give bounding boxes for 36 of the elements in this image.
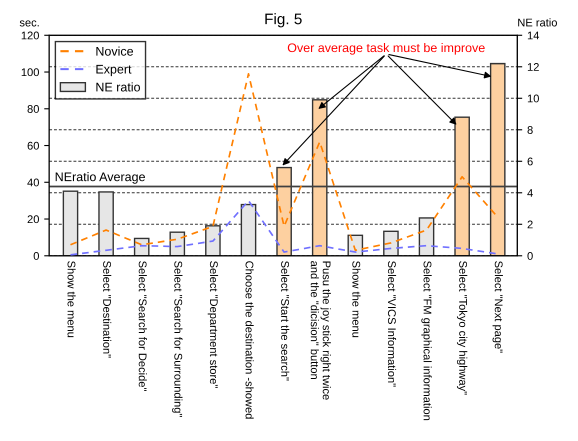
y-tick-label: 60 xyxy=(28,142,39,150)
x-tick-label: Show the menu xyxy=(68,261,76,338)
x-tick-label: Show the menu xyxy=(352,261,360,338)
y-tick-label: 80 xyxy=(28,105,39,113)
legend-label: Expert xyxy=(96,64,132,76)
y-tick-label: 20 xyxy=(28,215,39,224)
chart-title: Fig. 5 xyxy=(265,13,302,28)
y2-tick-label: 2 xyxy=(528,220,533,228)
y2-tick-label: 10 xyxy=(528,94,539,102)
x-tick-label: Select "Next page" xyxy=(492,261,503,353)
y2-tick-label: 6 xyxy=(528,158,533,166)
y2-tick-label: 0 xyxy=(527,252,533,260)
y2-tick-label: 4 xyxy=(527,189,533,197)
y2-tick-label: 14 xyxy=(528,32,540,40)
x-tick-label: Choose the destination -showed xyxy=(246,261,254,419)
y-tick-label: 0 xyxy=(34,252,39,260)
x-tick-label: Select "Start the search" xyxy=(281,261,290,380)
y-axis-title: sec. xyxy=(20,20,39,26)
y-tick-label: 40 xyxy=(27,178,39,186)
legend-label: Novice xyxy=(96,46,134,56)
x-tick-label: Select "Destination" xyxy=(103,261,112,358)
x-tick-label: Select "VICS Information" xyxy=(388,261,396,387)
ref-line-label: NEratio Average xyxy=(56,172,145,184)
x-tick-label: Select "FM graphical information xyxy=(421,261,432,420)
x-tick-label: Select "Department store" xyxy=(208,261,218,388)
x-tick-label: Select "Search for Decide" xyxy=(138,261,147,391)
x-tick-label: Pusu the joy stick right twice and the "dicision" button xyxy=(310,261,331,400)
y2-tick-label: 8 xyxy=(528,126,533,134)
legend-label: NE ratio xyxy=(96,82,140,92)
x-tick-label: Select "Search for Surrounding" xyxy=(172,261,182,417)
y-tick-label: 100 xyxy=(22,68,39,76)
y2-tick-label: 12 xyxy=(528,63,539,71)
y2-axis-title: NE ratio xyxy=(518,18,557,26)
x-tick-label: Select "Tokyo city highway" xyxy=(456,261,468,395)
y-tick-label: 120 xyxy=(22,32,39,40)
annotation: Over average task must be improve xyxy=(288,43,485,55)
